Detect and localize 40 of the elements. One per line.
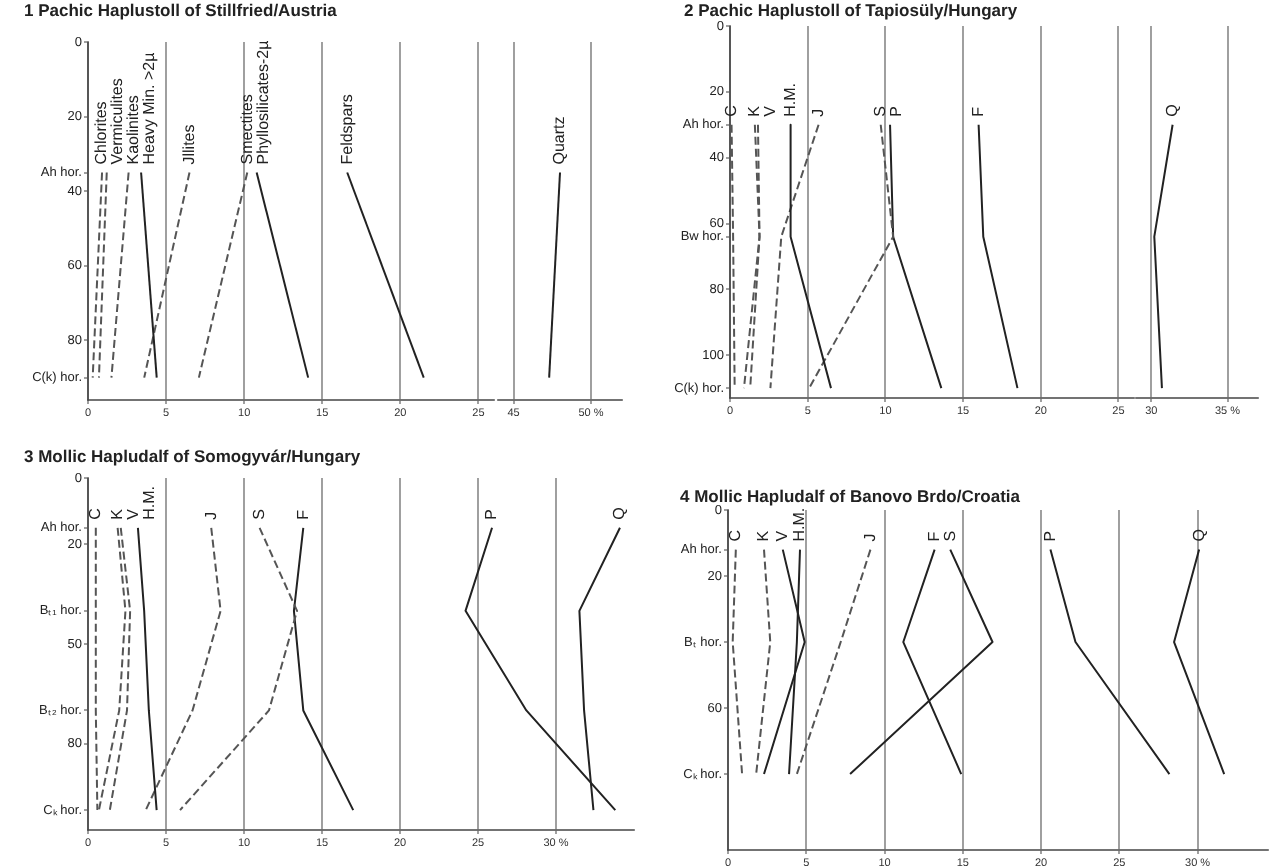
text: Quartz	[550, 116, 569, 165]
chart-title: 1 Pachic Haplustoll of Stillfried/Austria	[24, 0, 337, 20]
text: V	[773, 529, 792, 542]
text: Chlorites	[92, 101, 111, 165]
text: J	[808, 108, 827, 117]
text: C	[86, 507, 105, 520]
text: Q	[610, 507, 629, 520]
text: Q	[1163, 104, 1182, 117]
text: H.M.	[790, 507, 809, 542]
text: Jllites	[179, 124, 198, 165]
text: S	[250, 509, 269, 520]
text: P	[1040, 530, 1059, 542]
text: K	[108, 507, 127, 520]
text: K	[754, 529, 773, 542]
text: C	[721, 104, 740, 117]
text: J	[201, 511, 220, 520]
text: S	[941, 530, 960, 542]
text: H.M.	[140, 486, 159, 520]
text: Heavy Min. >2µ	[140, 51, 159, 165]
text: C	[726, 529, 745, 542]
text: Phyllosilicates-2µ	[253, 39, 272, 165]
text: F	[925, 531, 944, 542]
text: F	[969, 106, 988, 117]
text: Feldspars	[337, 94, 356, 165]
text: V	[124, 507, 143, 520]
text: Vermiculites	[108, 78, 127, 165]
text: J	[860, 533, 879, 542]
text: K	[745, 104, 764, 117]
text: Smectites	[237, 94, 256, 165]
text: Kaolinites	[124, 95, 143, 165]
text: F	[293, 509, 312, 520]
text: P	[887, 106, 906, 117]
text: Q	[1189, 529, 1208, 542]
text: P	[482, 509, 501, 520]
chart-title: 2 Pachic Haplustoll of Tapiosüly/Hungary	[684, 0, 1018, 20]
chart-title: 4 Mollic Hapludalf of Banovo Brdo/Croatia	[680, 486, 1021, 506]
chart-title: 3 Mollic Hapludalf of Somogyvár/Hungary	[24, 446, 361, 466]
text: S	[871, 106, 890, 117]
text: V	[761, 104, 780, 117]
text: H.M.	[781, 82, 800, 117]
